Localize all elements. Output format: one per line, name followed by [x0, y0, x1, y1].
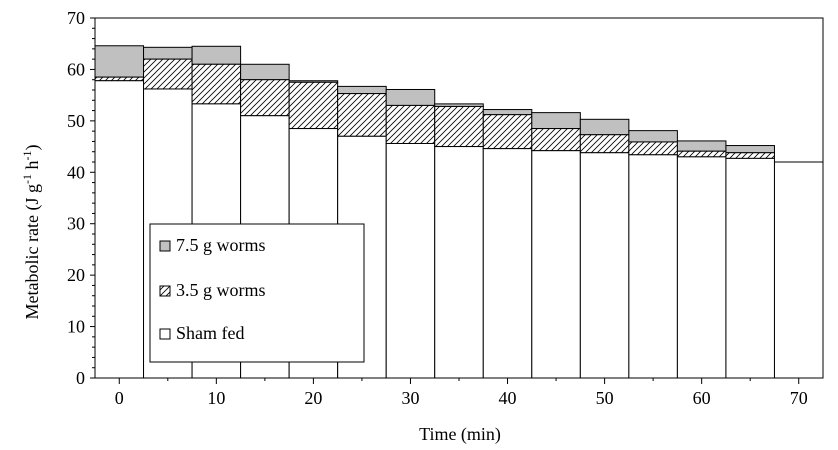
bar-sham-fed	[531, 150, 581, 379]
legend-label-sham: Sham fed	[176, 323, 244, 343]
bar-3-5g-worms	[434, 105, 484, 148]
bar-3-5g-worms	[676, 150, 727, 158]
axes-layer: 0 10 20 30 40 50 60 70 0 10 20 30 40 50 60 70	[67, 8, 824, 408]
x-axis-label: Time (min)	[419, 424, 501, 445]
legend-swatch-sham	[159, 328, 171, 340]
bar-7-5g-worms	[628, 130, 678, 143]
bar-7-5g-worms	[579, 118, 630, 136]
legend-label-7-5g: 7.5 g worms	[176, 235, 266, 255]
legend-box	[149, 223, 365, 363]
bar-7-5g-worms	[725, 145, 775, 154]
bar-7-5g-worms	[531, 112, 581, 130]
bar-sham-fed	[385, 142, 436, 379]
x-tick-label: 10	[207, 388, 225, 408]
y-tick-label: 0	[76, 368, 85, 388]
bar-3-5g-worms	[143, 58, 193, 90]
y-axis-label-sup1: -1	[20, 174, 34, 184]
bar-sham-fed	[676, 156, 727, 379]
x-tick-label: 50	[596, 388, 614, 408]
y-tick-label: 50	[67, 111, 85, 131]
bar-3-5g-worms	[385, 104, 436, 144]
legend: 7.5 g worms 3.5 g worms Sham fed	[149, 223, 365, 363]
bar-7-5g-worms	[385, 88, 436, 106]
bars-layer	[94, 45, 824, 379]
y-axis-label-sup2: -1	[20, 151, 34, 161]
bar-7-5g-worms	[191, 45, 242, 65]
y-tick-label: 70	[67, 8, 85, 28]
bar-3-5g-worms	[288, 81, 339, 130]
bar-7-5g-worms	[337, 85, 387, 95]
bar-7-5g-worms	[240, 63, 290, 81]
bar-7-5g-worms	[676, 140, 727, 152]
bar-sham-fed	[579, 152, 630, 379]
bar-3-5g-worms	[94, 76, 145, 82]
bar-sham-fed	[725, 157, 775, 379]
bar-3-5g-worms	[191, 63, 242, 105]
bar-3-5g-worms	[337, 93, 387, 137]
y-tick-label: 10	[67, 317, 85, 337]
bar-3-5g-worms	[579, 134, 630, 154]
legend-swatch-3-5g	[159, 285, 171, 297]
y-axis-label-main: Metabolic rate (J g	[22, 184, 43, 319]
bar-sham-fed	[434, 146, 484, 379]
bar-3-5g-worms	[531, 128, 581, 152]
x-tick-label: 60	[693, 388, 711, 408]
y-tick-label: 30	[67, 214, 85, 234]
x-tick-label: 0	[115, 388, 124, 408]
bar-sham-fed	[628, 154, 678, 379]
x-tick-label: 20	[304, 388, 322, 408]
y-tick-label: 20	[67, 265, 85, 285]
bar-3-5g-worms	[725, 152, 775, 159]
bar-7-5g-worms	[94, 45, 145, 78]
legend-label-3-5g: 3.5 g worms	[176, 280, 266, 300]
bar-3-5g-worms	[628, 141, 678, 156]
bar-sham-fed	[94, 80, 145, 379]
bar-sham-fed	[482, 148, 533, 379]
bar-3-5g-worms	[240, 79, 290, 117]
y-tick-label: 60	[67, 59, 85, 79]
y-axis-label-end: )	[22, 145, 43, 151]
y-tick-label: 40	[67, 162, 85, 182]
legend-swatch-7-5g	[159, 240, 171, 252]
bar-sham-fed	[773, 161, 824, 379]
y-axis-label-mid: h	[22, 161, 42, 175]
bar-7-5g-worms	[143, 46, 193, 60]
y-axis-label: Metabolic rate (J g-1 h-1)	[20, 145, 43, 320]
x-tick-label: 30	[401, 388, 419, 408]
x-tick-label: 70	[790, 388, 808, 408]
x-tick-label: 40	[499, 388, 517, 408]
bar-7-5g-worms	[482, 109, 533, 116]
bar-3-5g-worms	[482, 114, 533, 150]
